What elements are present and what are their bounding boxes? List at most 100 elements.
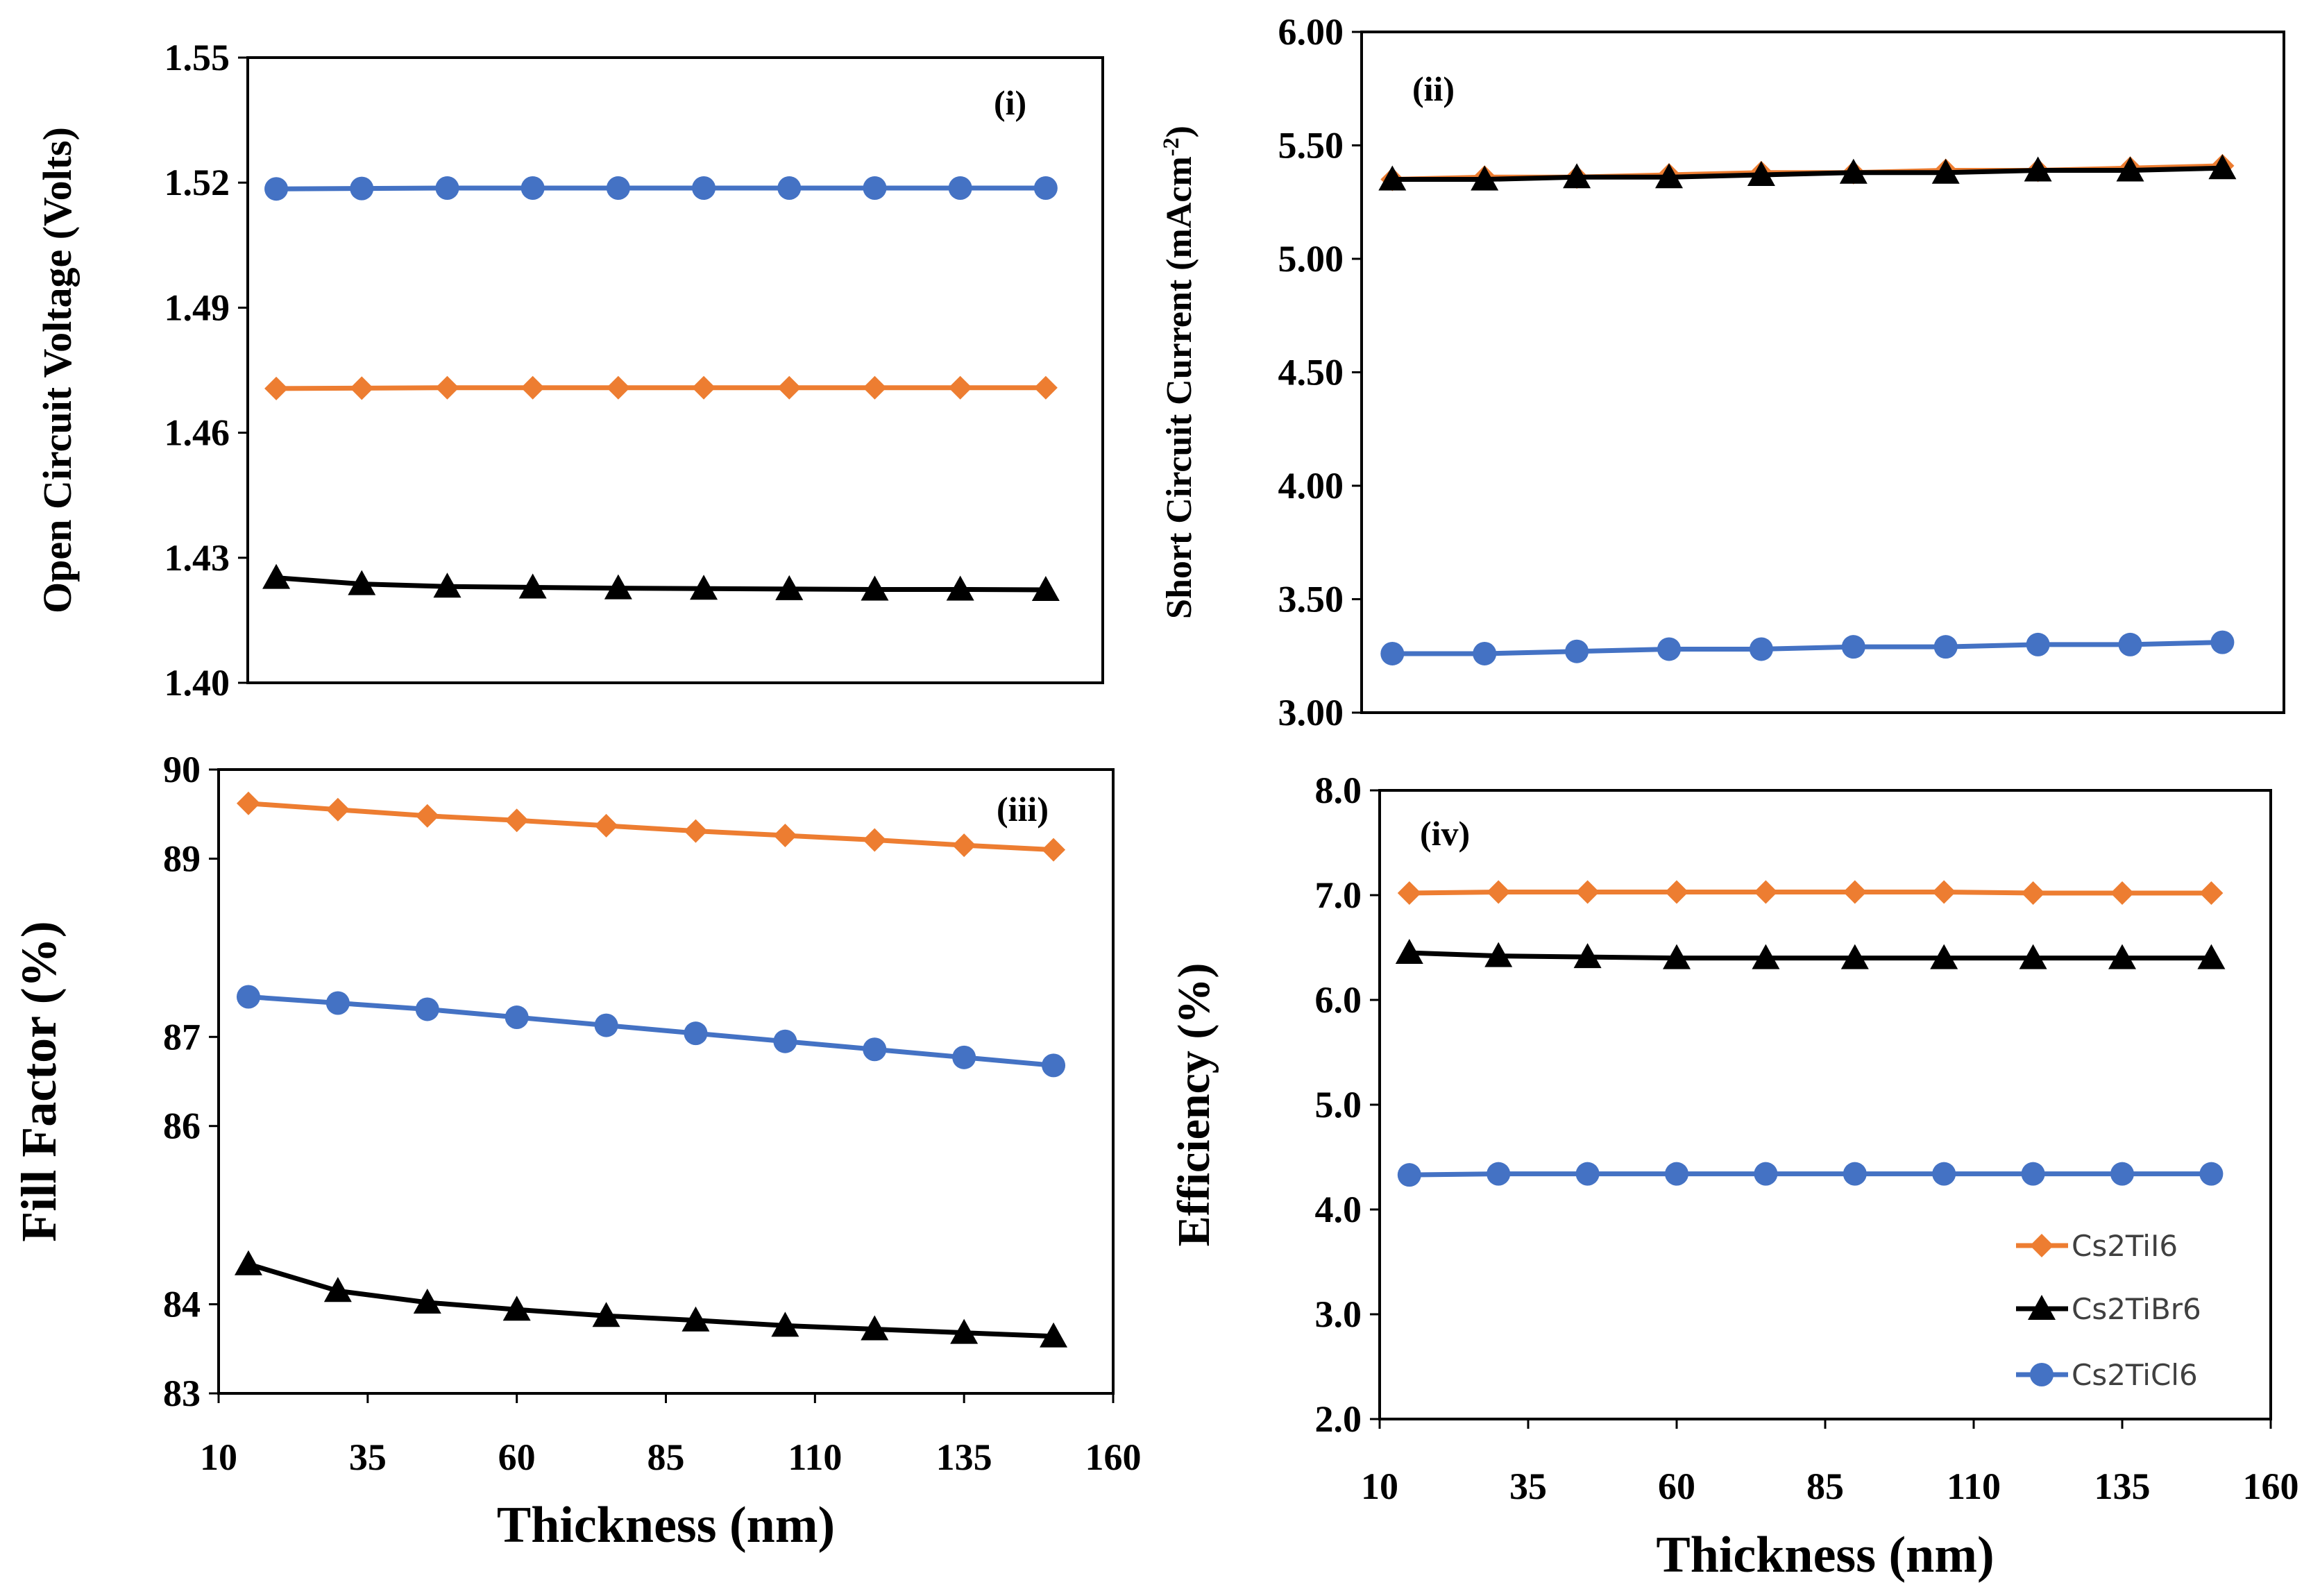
legend-marker	[2028, 1295, 2056, 1320]
data-point	[415, 997, 439, 1021]
series-Cs2TiBr6	[262, 563, 1060, 602]
data-point	[1378, 165, 1407, 191]
panel-label: (iii)	[997, 790, 1049, 829]
data-point	[502, 1296, 531, 1321]
panel-1: 1.40 1.43 1.46 1.49 1.52 1.55 (i) Open Circuit …	[35, 37, 1104, 704]
data-point	[777, 375, 802, 400]
plot-area-frame	[217, 768, 1115, 1395]
data-point	[264, 177, 289, 201]
data-point	[236, 791, 260, 815]
data-point	[946, 575, 974, 601]
y-tick-label: 2.0	[1315, 1398, 1362, 1440]
data-point	[863, 828, 887, 852]
series-Cs2TiI6	[1397, 880, 2224, 905]
data-point	[2116, 156, 2144, 182]
series-Cs2TiCl6	[264, 176, 1058, 201]
data-point	[1933, 635, 1958, 659]
data-point	[773, 824, 797, 848]
data-point	[684, 819, 708, 843]
data-point	[594, 1013, 618, 1037]
data-point	[520, 375, 545, 400]
data-point	[2021, 1162, 2045, 1186]
legend: Cs2TiI6 Cs2TiBr6 Cs2TiCl6	[2016, 1229, 2201, 1392]
data-point	[1563, 163, 1591, 189]
data-point	[1033, 176, 1058, 201]
y-tick-label: 1.52	[164, 162, 230, 203]
panel-label: (ii)	[1412, 69, 1455, 108]
x-tick-label: 85	[1806, 1466, 1844, 1507]
data-point	[684, 1021, 708, 1046]
data-point	[1471, 165, 1499, 191]
data-point	[236, 985, 260, 1009]
data-point	[2019, 944, 2047, 969]
data-point	[692, 176, 716, 201]
legend-item-Cs2TiCl6: Cs2TiCl6	[2016, 1358, 2198, 1392]
data-point	[1665, 880, 1688, 904]
data-point	[1657, 637, 1681, 661]
x-tick-label: 110	[1947, 1466, 2001, 1507]
data-point	[264, 376, 289, 400]
data-point	[1843, 880, 1867, 904]
data-point	[775, 575, 804, 600]
data-point	[415, 804, 439, 828]
y-tick-label: 1.43	[164, 537, 230, 579]
y-tick-label: 6.00	[1278, 11, 1344, 53]
data-point	[1749, 637, 1773, 661]
data-point	[771, 1311, 799, 1337]
x-tick-label: 35	[349, 1436, 387, 1478]
data-point	[2210, 630, 2235, 654]
data-point	[1397, 881, 1421, 905]
data-point	[952, 1045, 976, 1069]
y-tick-label: 1.49	[164, 287, 230, 328]
x-tick-label: 160	[1085, 1436, 1142, 1478]
x-tick-label: 10	[200, 1436, 237, 1478]
plot-area-frame	[246, 56, 1104, 684]
data-point	[1042, 1053, 1066, 1078]
series-Cs2TiCl6	[236, 985, 1066, 1078]
series-line	[1409, 889, 2212, 896]
y-tick-label: 5.0	[1315, 1084, 1362, 1126]
data-point	[2118, 632, 2142, 656]
x-tick-label: 85	[647, 1436, 685, 1478]
data-point	[1487, 880, 1511, 904]
series-Cs2TiCl6	[1397, 1162, 2224, 1187]
x-tick-label: 110	[788, 1436, 842, 1478]
panel-label: (i)	[994, 83, 1026, 122]
legend-item-Cs2TiI6: Cs2TiI6	[2016, 1229, 2178, 1263]
data-point	[2108, 944, 2136, 969]
data-point	[1575, 880, 1600, 904]
data-point	[1843, 1162, 1867, 1186]
y-tick-label: 1.46	[164, 412, 230, 454]
y-tick-label: 3.0	[1315, 1293, 1362, 1335]
y-tick-label: 90	[163, 749, 201, 790]
x-tick-label: 135	[2094, 1466, 2151, 1507]
data-point	[1840, 944, 1869, 969]
data-point	[413, 1289, 441, 1314]
data-point	[1747, 161, 1775, 187]
y-tick-label: 1.40	[164, 662, 230, 704]
data-point	[1931, 158, 1960, 184]
legend-label: Cs2TiCl6	[2072, 1358, 2198, 1392]
legend-label: Cs2TiI6	[2072, 1229, 2178, 1263]
series-line	[276, 385, 1046, 391]
data-point	[1031, 576, 1060, 602]
data-point	[1754, 880, 1778, 904]
data-point	[2110, 1162, 2134, 1186]
data-point	[861, 1315, 889, 1341]
data-point	[1565, 639, 1589, 663]
x-tick-label: 60	[498, 1436, 536, 1478]
data-point	[1839, 158, 1868, 184]
data-point	[2026, 632, 2050, 656]
y-tick-label: 5.50	[1278, 125, 1344, 167]
data-point	[1473, 641, 1497, 665]
legend-label: Cs2TiBr6	[2072, 1292, 2201, 1326]
data-point	[2110, 881, 2134, 905]
data-point	[950, 1318, 979, 1344]
x-tick-label: 10	[1361, 1466, 1398, 1507]
x-axis-title: Thickness (nm)	[497, 1497, 835, 1554]
series-line	[248, 801, 1054, 853]
data-point	[1395, 939, 1423, 965]
series-Cs2TiBr6	[1378, 154, 2237, 191]
data-point	[1040, 1322, 1068, 1348]
y-tick-label: 86	[163, 1105, 201, 1147]
